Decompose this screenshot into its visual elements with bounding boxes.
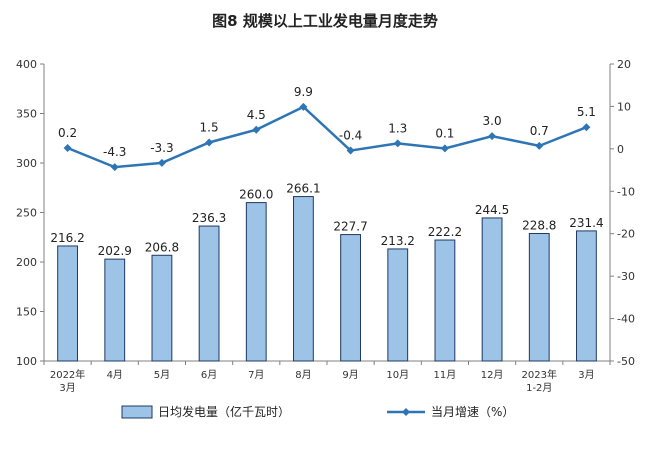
x-tick-label: 6月	[201, 369, 217, 381]
bar	[151, 254, 173, 362]
bar	[387, 248, 409, 362]
bar	[245, 202, 267, 362]
y-right-tick-label: -20	[617, 228, 635, 241]
y-right-tick-label: -10	[617, 185, 635, 198]
bar-value-label: 260.0	[239, 188, 273, 202]
line-point	[393, 139, 402, 148]
line-point	[488, 132, 497, 141]
x-tick-label: 2023年	[522, 368, 557, 381]
line-value-label: 9.9	[294, 85, 313, 99]
bar-value-label: 206.8	[145, 240, 179, 254]
x-tick-label: 4月	[107, 369, 123, 381]
bar	[576, 230, 597, 362]
x-tick-label: 11月	[434, 369, 457, 381]
line-point	[63, 144, 72, 153]
line-value-label: -0.4	[339, 129, 362, 143]
y-left-tick-label: 250	[16, 207, 37, 220]
x-tick-label: 3月	[578, 369, 594, 381]
y-left-tick-label: 150	[16, 306, 37, 319]
x-tick-label: 10月	[386, 369, 409, 381]
legend-line-label: 当月增速（%）	[431, 405, 514, 419]
growth-line	[67, 105, 587, 169]
bar	[293, 196, 314, 362]
x-tick-label: 3月	[59, 382, 75, 394]
bar-value-label: 266.1	[286, 182, 320, 196]
bar-value-label: 236.3	[192, 211, 226, 225]
line-value-label: 4.5	[247, 108, 266, 122]
x-tick-label: 1-2月	[526, 382, 552, 394]
line-point	[299, 102, 308, 111]
bar-value-label: 222.2	[428, 225, 462, 239]
line-value-label: 5.1	[577, 105, 596, 119]
y-left-tick-label: 350	[16, 108, 37, 121]
line-value-label: 0.7	[530, 124, 549, 138]
bar	[481, 217, 503, 362]
x-tick-label: 7月	[248, 369, 264, 381]
bar	[198, 225, 220, 362]
x-tick-label: 12月	[481, 369, 504, 381]
bar	[57, 245, 78, 362]
y-right-tick-label: -40	[617, 313, 635, 326]
line-point	[346, 146, 355, 155]
x-tick-label: 5月	[154, 369, 170, 381]
bar	[104, 258, 126, 362]
bar-value-label: 231.4	[569, 216, 603, 230]
bar	[340, 234, 361, 362]
line-value-label: -3.3	[150, 141, 173, 155]
line-point	[582, 123, 591, 132]
y-right-tick-label: 20	[617, 58, 631, 71]
y-right-tick-label: 10	[617, 100, 631, 113]
legend-line-marker	[402, 408, 410, 416]
chart-title: 图8 规模以上工业发电量月度走势	[212, 12, 438, 30]
bar	[528, 232, 550, 362]
line-value-label: 1.3	[388, 121, 407, 135]
bar-value-label: 202.9	[98, 244, 132, 258]
y-right-tick-label: -30	[617, 270, 635, 283]
line-value-label: 1.5	[200, 120, 219, 134]
legend-bar-label: 日均发电量（亿千瓦时）	[158, 404, 290, 419]
line-point	[252, 125, 261, 134]
y-left-tick-label: 400	[16, 58, 37, 71]
line-point	[110, 163, 119, 172]
bar-value-label: 228.8	[522, 218, 556, 232]
y-left-tick-label: 300	[16, 157, 37, 170]
bar-value-label: 216.2	[50, 231, 84, 245]
x-tick-label: 9月	[342, 369, 358, 381]
line-point	[205, 138, 214, 147]
x-tick-label: 8月	[295, 369, 311, 381]
line-point	[157, 158, 166, 167]
bar	[434, 239, 456, 362]
bar-value-label: 227.7	[333, 220, 367, 234]
x-tick-label: 2022年	[50, 368, 85, 381]
y-left-tick-label: 100	[16, 355, 37, 368]
line-value-label: -4.3	[103, 145, 126, 159]
legend-bar-swatch	[121, 405, 153, 419]
line-point	[535, 141, 544, 150]
y-right-tick-label: 0	[617, 143, 624, 156]
y-right-tick-label: -50	[617, 355, 635, 368]
line-point	[440, 144, 449, 153]
line-value-label: 0.2	[58, 126, 77, 140]
y-left-tick-label: 200	[16, 256, 37, 269]
line-value-label: 3.0	[483, 114, 502, 128]
bar-value-label: 244.5	[475, 203, 509, 217]
bar-value-label: 213.2	[381, 234, 415, 248]
line-value-label: 0.1	[435, 126, 454, 140]
